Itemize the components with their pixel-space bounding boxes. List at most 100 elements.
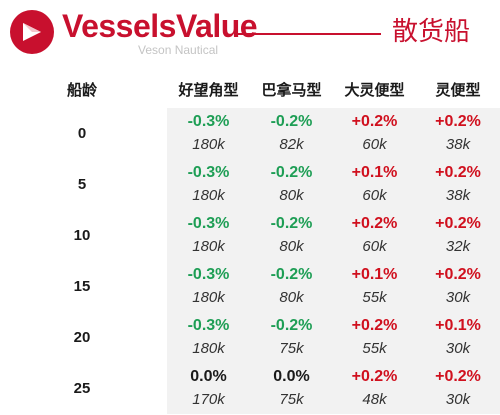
change-percent: -0.3%: [187, 266, 230, 283]
table-row: 25 0.0% 170k 0.0% 75k +0.2% 48k +0.2% 30k: [0, 363, 500, 414]
change-percent: +0.1%: [435, 317, 481, 334]
change-percent: +0.2%: [435, 266, 481, 283]
change-percent: 0.0%: [190, 368, 227, 385]
vessel-value: 30k: [445, 391, 471, 408]
header: VesselsValue Veson Nautical 散货船: [0, 0, 500, 70]
vessel-value: 80k: [279, 238, 304, 255]
change-percent: -0.3%: [187, 113, 230, 130]
change-percent: -0.2%: [270, 215, 313, 232]
value-cell: -0.3% 180k: [167, 108, 250, 159]
vessel-value: 38k: [445, 136, 471, 153]
vessel-value: 180k: [192, 136, 225, 153]
header-divider: [238, 33, 381, 35]
vessel-value: 82k: [279, 136, 304, 153]
vessel-value: 60k: [362, 136, 387, 153]
age-cell: 25: [73, 380, 91, 397]
change-percent: +0.2%: [351, 317, 398, 334]
age-cell: 0: [77, 125, 87, 142]
vessel-value: 55k: [362, 340, 387, 357]
change-percent: +0.1%: [351, 164, 398, 181]
vessel-value: 80k: [279, 187, 304, 204]
change-percent: -0.3%: [187, 215, 230, 232]
value-cell: +0.1% 55k: [333, 261, 416, 312]
change-percent: -0.2%: [270, 266, 313, 283]
value-cell: -0.2% 75k: [250, 312, 333, 363]
vessel-value: 55k: [362, 289, 387, 306]
vessel-value: 75k: [279, 391, 304, 408]
value-cell: +0.2% 60k: [333, 108, 416, 159]
change-percent: +0.2%: [351, 215, 398, 232]
change-percent: +0.2%: [351, 113, 398, 130]
vessel-value: 60k: [362, 187, 387, 204]
row-background: [167, 210, 500, 261]
value-cell: -0.3% 180k: [167, 210, 250, 261]
vessel-value: 75k: [279, 340, 304, 357]
value-cell: -0.3% 180k: [167, 159, 250, 210]
change-percent: +0.1%: [351, 266, 398, 283]
value-cell: +0.2% 32k: [416, 210, 500, 261]
vessel-value: 38k: [445, 187, 471, 204]
row-background: [167, 108, 500, 159]
table-body: 0 -0.3% 180k -0.2% 82k +0.2% 60k +0.2% 38k 5 -0.3%…: [0, 108, 500, 415]
age-column-header: 船龄: [66, 81, 97, 99]
column-header-capesize: 好望角型: [178, 81, 239, 99]
change-percent: +0.2%: [435, 215, 481, 232]
row-background: [167, 312, 500, 363]
change-percent: -0.2%: [270, 317, 313, 334]
vessel-value: 48k: [362, 391, 387, 408]
table-row: 20 -0.3% 180k -0.2% 75k +0.2% 55k +0.1% 30k: [0, 312, 500, 363]
vesselsvalue-logo-icon: [10, 10, 54, 54]
change-percent: -0.3%: [187, 317, 230, 334]
brand-name: VesselsValue: [62, 8, 258, 44]
table-row: 15 -0.3% 180k -0.2% 80k +0.1% 55k +0.2% 30k: [0, 261, 500, 312]
value-cell: +0.2% 38k: [416, 159, 500, 210]
change-percent: 0.0%: [273, 368, 310, 385]
age-cell: 15: [73, 278, 91, 295]
column-header-panamax: 巴拿马型: [261, 81, 322, 99]
vessel-value: 60k: [362, 238, 387, 255]
change-percent: +0.2%: [435, 164, 481, 181]
vessel-value: 30k: [445, 340, 471, 357]
table-row: 0 -0.3% 180k -0.2% 82k +0.2% 60k +0.2% 38k: [0, 108, 500, 159]
value-cell: 0.0% 75k: [250, 363, 333, 414]
row-background: [167, 159, 500, 210]
vessel-value: 180k: [192, 187, 225, 204]
change-percent: -0.2%: [270, 164, 313, 181]
value-cell: -0.2% 80k: [250, 159, 333, 210]
age-cell: 10: [73, 227, 91, 244]
value-cell: +0.2% 48k: [333, 363, 416, 414]
row-background: [167, 261, 500, 312]
row-background: [167, 363, 500, 414]
vessel-value: 30k: [445, 289, 471, 306]
value-cell: -0.2% 82k: [250, 108, 333, 159]
change-percent: +0.2%: [351, 368, 398, 385]
value-cell: -0.3% 180k: [167, 261, 250, 312]
value-cell: -0.2% 80k: [250, 261, 333, 312]
column-header-supramax: 大灵便型: [344, 81, 405, 99]
value-cell: +0.2% 55k: [333, 312, 416, 363]
column-header-handysize: 灵便型: [435, 81, 481, 99]
age-cell: 5: [77, 176, 87, 193]
table-row: 5 -0.3% 180k -0.2% 80k +0.1% 60k +0.2% 38k: [0, 159, 500, 210]
change-percent: -0.3%: [187, 164, 230, 181]
table-row: 10 -0.3% 180k -0.2% 80k +0.2% 60k +0.2% 32k: [0, 210, 500, 261]
change-percent: +0.2%: [435, 368, 481, 385]
vessel-value: 32k: [445, 238, 471, 255]
vessel-value: 180k: [192, 238, 225, 255]
table-header: 船龄 好望角型 巴拿马型 大灵便型 灵便型: [0, 76, 500, 104]
value-cell: +0.2% 30k: [416, 261, 500, 312]
value-cell: -0.2% 80k: [250, 210, 333, 261]
value-cell: +0.2% 38k: [416, 108, 500, 159]
value-cell: +0.1% 60k: [333, 159, 416, 210]
brand-subtitle: Veson Nautical: [138, 43, 219, 57]
value-cell: +0.2% 30k: [416, 363, 500, 414]
change-percent: +0.2%: [435, 113, 481, 130]
value-cell: +0.2% 60k: [333, 210, 416, 261]
age-cell: 20: [73, 329, 91, 346]
value-cell: 0.0% 170k: [167, 363, 250, 414]
logo-arrow-icon: [23, 23, 41, 41]
vessel-value: 180k: [192, 340, 225, 357]
value-cell: -0.3% 180k: [167, 312, 250, 363]
change-percent: -0.2%: [270, 113, 313, 130]
